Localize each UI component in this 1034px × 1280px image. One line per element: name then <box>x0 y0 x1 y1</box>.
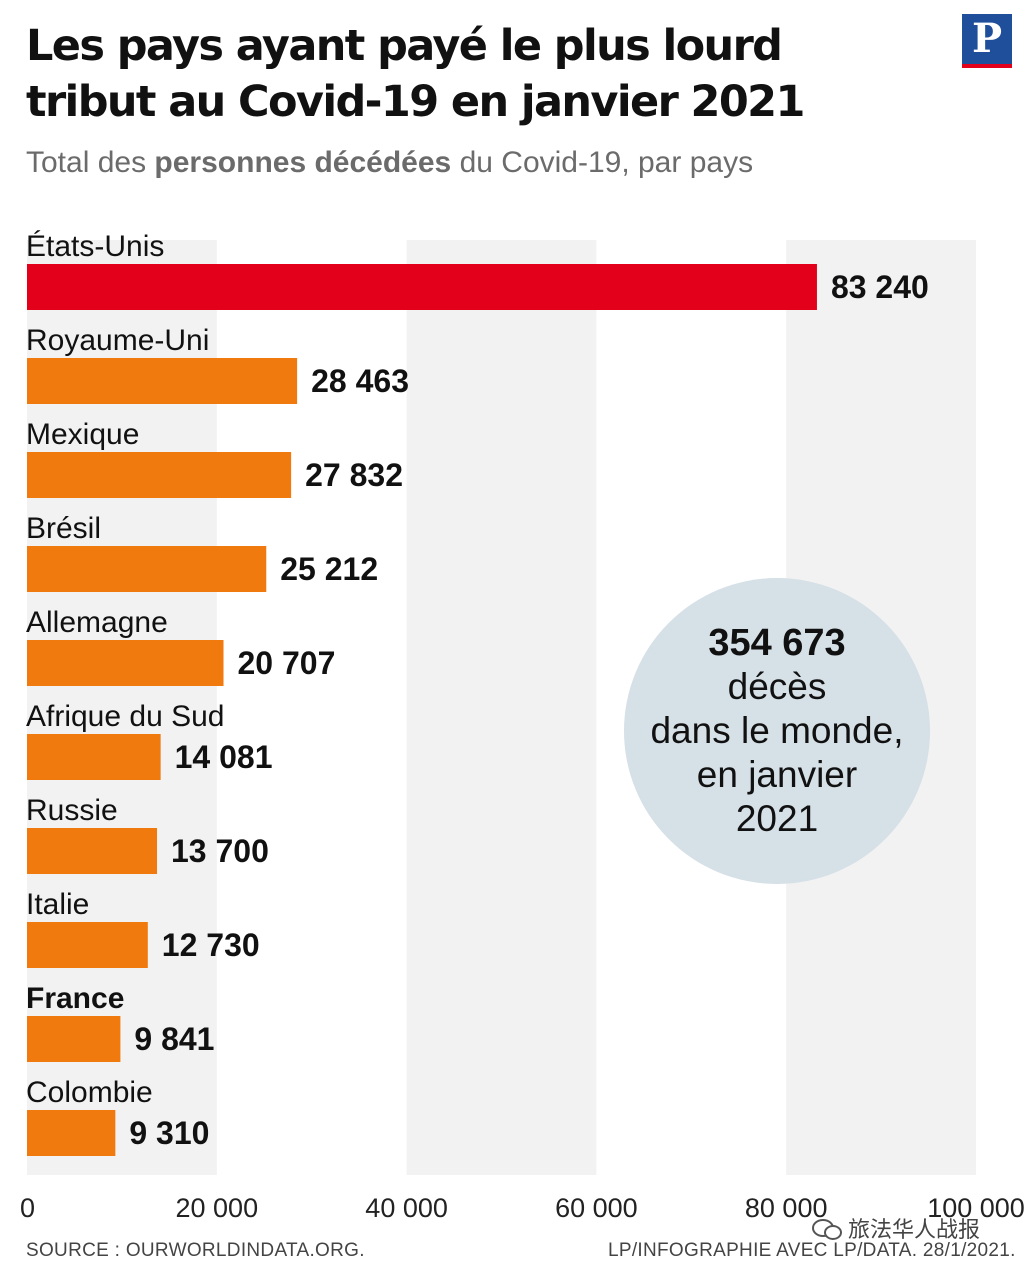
watermark: 旅法华人战报 <box>812 1212 980 1244</box>
category-label: Royaume-Uni <box>26 324 209 357</box>
tick-label: 0 <box>20 1193 35 1223</box>
bar <box>27 452 292 498</box>
watermark-text: 旅法华人战报 <box>848 1218 981 1243</box>
value-label: 14 081 <box>175 739 273 775</box>
category-label: Afrique du Sud <box>26 700 224 733</box>
callout-line-2: dans le monde, <box>650 710 904 751</box>
value-labels: 83 240 28 463 27 832 25 212 20 707 14 081 13 7… <box>129 269 928 1151</box>
subtitle-bold: personnes décédées <box>154 146 452 179</box>
chart-title: Les pays ayant payé le plus lourd tribut… <box>26 18 926 130</box>
title-line-2: tribut au Covid-19 en janvier 2021 <box>26 77 805 127</box>
callout-line-3: en janvier <box>696 754 858 795</box>
bar <box>27 922 148 968</box>
category-label: Colombie <box>26 1076 153 1109</box>
bar <box>27 264 817 310</box>
bar <box>27 734 161 780</box>
tick-label: 80 000 <box>745 1193 828 1223</box>
callout-line-1: décès <box>727 666 827 707</box>
tick-label: 40 000 <box>365 1193 448 1223</box>
value-label: 9 841 <box>134 1021 214 1057</box>
bar <box>27 1110 116 1156</box>
bar-chart: États-Unis Royaume-Uni Mexique Brésil Allema… <box>20 230 1025 1223</box>
grid-band <box>406 240 597 1175</box>
bar <box>27 828 158 874</box>
world-total-callout: 354 673 décès dans le monde, en janvier … <box>624 578 930 884</box>
title-line-1: Les pays ayant payé le plus lourd <box>26 21 783 71</box>
value-label: 25 212 <box>280 551 378 587</box>
source-note: SOURCE : OURWORLDINDATA.ORG. <box>26 1240 365 1261</box>
subtitle-pre: Total des <box>26 146 155 179</box>
subtitle-post: du Covid-19, par pays <box>451 146 754 179</box>
tick-label: 20 000 <box>176 1193 259 1223</box>
chart-subtitle: Total des personnes décédées du Covid-19… <box>26 146 753 180</box>
credit-note: LP/INFOGRAPHIE AVEC LP/DATA. 28/1/2021. <box>608 1240 1016 1261</box>
category-label: États-Unis <box>26 230 164 263</box>
publisher-logo: P <box>962 14 1012 68</box>
tick-label: 60 000 <box>555 1193 638 1223</box>
value-label: 13 700 <box>171 833 269 869</box>
bar <box>27 640 224 686</box>
callout-number: 354 673 <box>708 622 846 664</box>
category-label: Brésil <box>26 512 101 545</box>
category-label: Russie <box>26 794 118 827</box>
category-label: Italie <box>26 888 89 921</box>
value-label: 12 730 <box>162 927 260 963</box>
value-label: 9 310 <box>129 1115 209 1151</box>
bars <box>27 264 817 1156</box>
bar <box>27 546 267 592</box>
value-label: 83 240 <box>831 269 929 305</box>
callout-line-4: 2021 <box>735 798 819 839</box>
bar <box>27 1016 121 1062</box>
value-label: 27 832 <box>305 457 403 493</box>
category-label: France <box>26 982 124 1015</box>
x-axis-ticks: 0 20 000 40 000 60 000 80 000 100 000 <box>20 1193 1025 1223</box>
category-label: Mexique <box>26 418 139 451</box>
category-label: Allemagne <box>26 606 168 639</box>
category-labels: États-Unis Royaume-Uni Mexique Brésil Allema… <box>26 230 224 1109</box>
value-label: 28 463 <box>311 363 409 399</box>
bar <box>27 358 298 404</box>
value-label: 20 707 <box>238 645 336 681</box>
tick-label: 100 000 <box>927 1193 1025 1223</box>
wechat-icon <box>812 1217 842 1240</box>
